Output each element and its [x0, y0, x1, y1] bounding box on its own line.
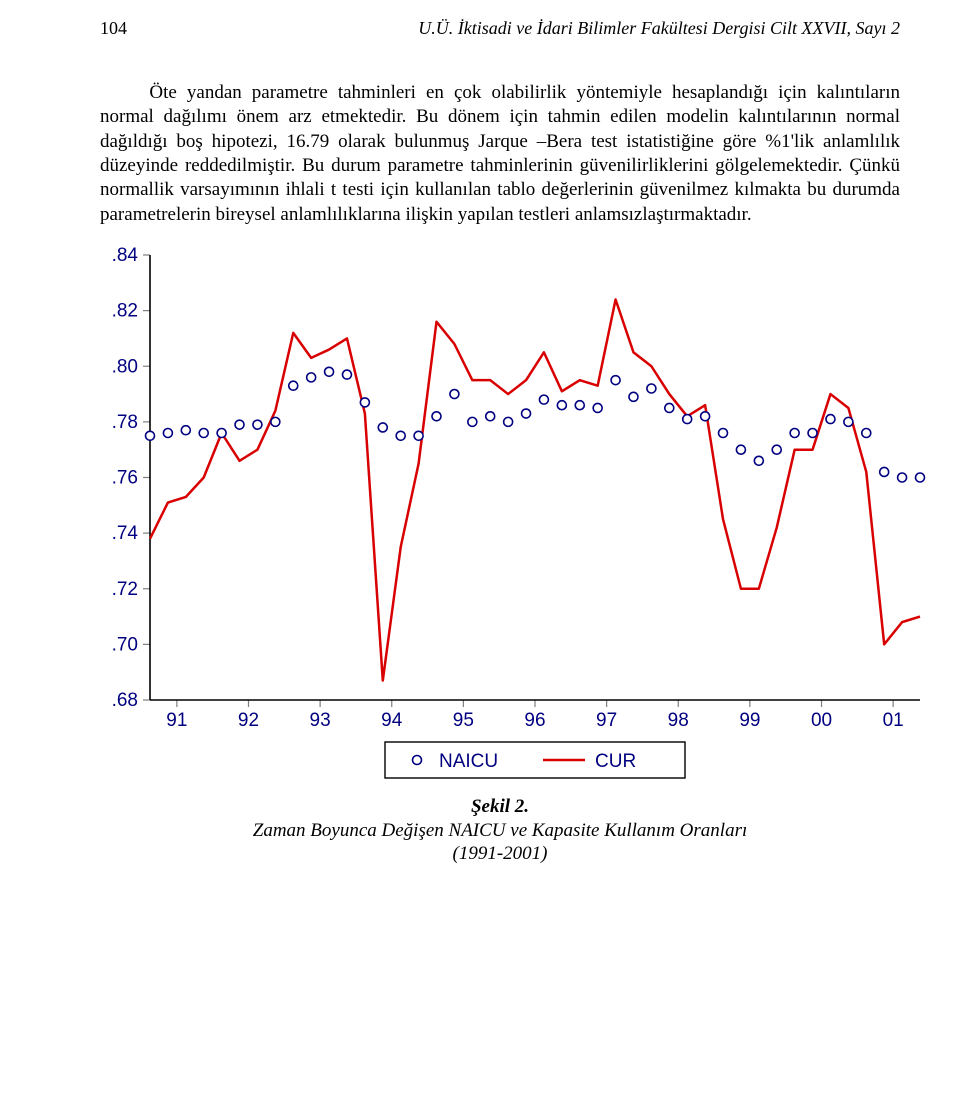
svg-text:.84: .84: [112, 245, 139, 266]
figure-caption: Şekil 2. Zaman Boyunca Değişen NAICU ve …: [100, 795, 900, 866]
svg-text:95: 95: [453, 710, 474, 731]
figure-years: (1991-2001): [100, 842, 900, 866]
chart: .68 .70 .72 .74 .76 .78 .80 .82 .84 91 92 93 94 95 96 9…: [70, 245, 940, 785]
svg-text:93: 93: [310, 710, 331, 731]
svg-text:99: 99: [739, 710, 760, 731]
svg-text:.74: .74: [112, 523, 139, 544]
page-number: 104: [100, 18, 127, 39]
svg-text:.68: .68: [112, 690, 138, 711]
page: 104 U.Ü. İktisadi ve İdari Bilimler Fakü…: [0, 0, 960, 1120]
running-head: 104 U.Ü. İktisadi ve İdari Bilimler Fakü…: [100, 18, 900, 39]
svg-text:91: 91: [166, 710, 187, 731]
svg-text:.72: .72: [112, 579, 138, 600]
chart-svg: .68 .70 .72 .74 .76 .78 .80 .82 .84 91 92 93 94 95 96 9…: [70, 245, 940, 785]
svg-text:.82: .82: [112, 301, 138, 322]
svg-text:.70: .70: [112, 634, 138, 655]
journal-title: U.Ü. İktisadi ve İdari Bilimler Fakültes…: [418, 18, 900, 39]
figure-title: Zaman Boyunca Değişen NAICU ve Kapasite …: [100, 819, 900, 843]
svg-text:NAICU: NAICU: [439, 751, 498, 772]
svg-text:.80: .80: [112, 356, 138, 377]
svg-text:92: 92: [238, 710, 259, 731]
svg-text:98: 98: [668, 710, 689, 731]
body-paragraph: Öte yandan parametre tahminleri en çok o…: [100, 81, 900, 227]
svg-text:97: 97: [596, 710, 617, 731]
svg-text:CUR: CUR: [595, 751, 636, 772]
svg-text:01: 01: [883, 710, 904, 731]
svg-text:.76: .76: [112, 467, 138, 488]
svg-text:00: 00: [811, 710, 832, 731]
svg-text:96: 96: [524, 710, 545, 731]
figure-label: Şekil 2.: [100, 795, 900, 819]
svg-text:94: 94: [381, 710, 403, 731]
svg-text:.78: .78: [112, 412, 138, 433]
